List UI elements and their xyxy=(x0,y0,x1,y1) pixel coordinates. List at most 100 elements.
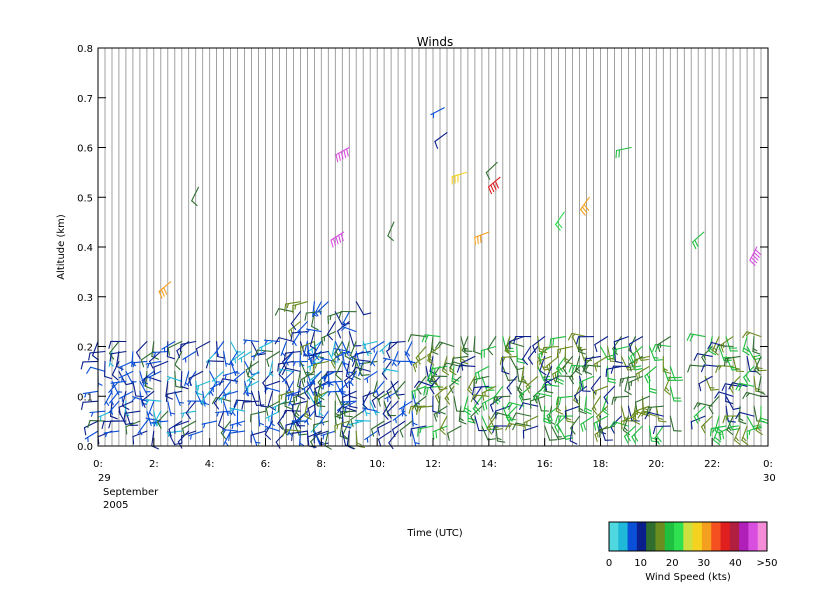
barb-feather xyxy=(760,420,769,424)
barb-feather xyxy=(135,395,144,398)
barb-feather xyxy=(634,368,643,371)
wind-barb xyxy=(635,365,650,382)
y-tick-label: 0.5 xyxy=(77,193,93,204)
wind-barb xyxy=(460,355,476,371)
wind-barb xyxy=(619,375,636,387)
wind-barb xyxy=(188,370,204,386)
barb-feather xyxy=(284,405,293,410)
barb-feather xyxy=(552,337,555,347)
wind-barb xyxy=(280,340,287,357)
barb-feather xyxy=(419,427,422,434)
barb-feather xyxy=(556,367,562,375)
barb-feather xyxy=(492,182,497,191)
barb-staff xyxy=(387,400,399,413)
wind-barb xyxy=(555,395,564,415)
barb-staff xyxy=(399,420,413,431)
wind-barb xyxy=(292,301,308,314)
barb-feather xyxy=(101,420,105,430)
wind-barb xyxy=(377,390,392,407)
wind-barb xyxy=(174,350,183,371)
barb-feather xyxy=(738,417,744,422)
wind-barb xyxy=(291,331,301,347)
barb-feather xyxy=(556,423,562,432)
barb-feather xyxy=(554,375,559,384)
wind-barb xyxy=(612,345,629,358)
barb-feather xyxy=(507,414,513,422)
barb-feather xyxy=(293,341,297,347)
barb-feather xyxy=(507,402,513,410)
barb-staff xyxy=(381,360,392,375)
barb-feather xyxy=(288,431,293,437)
barb-feather xyxy=(358,362,364,365)
wind-barb xyxy=(364,430,378,443)
isolated-wind-barb xyxy=(580,196,590,216)
barb-staff xyxy=(124,410,141,414)
wind-barb xyxy=(499,355,518,366)
barb-feather xyxy=(108,420,112,429)
barb-staff xyxy=(305,311,322,314)
wind-barb xyxy=(628,375,643,391)
barb-feather xyxy=(438,342,444,347)
barb-feather xyxy=(329,314,332,321)
barb-feather xyxy=(350,419,354,428)
wind-barb xyxy=(613,336,629,350)
wind-barb xyxy=(110,380,127,388)
barb-feather xyxy=(118,406,121,416)
wind-barb xyxy=(349,340,357,361)
start-month-label: September xyxy=(103,487,159,498)
wind-barb xyxy=(370,420,385,437)
barb-feather xyxy=(188,377,192,386)
barb-feather xyxy=(217,355,226,359)
wind-barb xyxy=(458,405,467,425)
wind-barb xyxy=(700,415,713,434)
barb-staff xyxy=(502,365,509,381)
barb-feather xyxy=(366,352,373,354)
barb-feather xyxy=(440,426,445,431)
wind-barb xyxy=(195,340,211,357)
barb-feather xyxy=(755,366,760,372)
colorbar-swatch xyxy=(609,522,619,551)
barb-feather xyxy=(546,365,551,374)
barb-feather xyxy=(135,351,141,360)
barb-feather xyxy=(362,408,366,413)
barb-feather xyxy=(318,412,324,417)
wind-barb xyxy=(211,396,232,405)
wind-barb xyxy=(556,345,574,358)
barb-feather xyxy=(437,393,440,399)
barb-feather xyxy=(214,378,217,385)
barb-feather xyxy=(527,357,534,365)
barb-feather xyxy=(354,353,356,362)
colorbar-tick-label: 0 xyxy=(606,558,612,569)
barb-staff xyxy=(377,420,392,429)
end-day-label: 30 xyxy=(763,473,776,484)
barb-feather xyxy=(381,349,384,355)
barb-feather xyxy=(424,334,429,343)
wind-barb xyxy=(472,395,483,415)
wind-barb xyxy=(719,425,734,441)
wind-barb xyxy=(230,360,240,377)
barb-staff xyxy=(627,405,633,422)
colorbar-swatch xyxy=(757,522,768,551)
barb-staff xyxy=(277,410,287,425)
barb-feather xyxy=(584,407,593,412)
barb-feather xyxy=(539,370,547,376)
wind-barb xyxy=(373,380,385,396)
barb-feather xyxy=(351,366,357,375)
barb-staff xyxy=(370,420,385,430)
barb-feather xyxy=(757,390,766,395)
barb-feather xyxy=(338,152,341,161)
barb-feather xyxy=(88,352,91,361)
wind-barb xyxy=(434,385,448,404)
wind-barb xyxy=(592,385,609,400)
barb-feather xyxy=(231,423,234,430)
barb-feather xyxy=(451,380,460,385)
wind-barb xyxy=(145,399,162,405)
barb-feather xyxy=(712,427,715,433)
wind-barb xyxy=(281,367,301,376)
barb-feather xyxy=(147,363,150,369)
wind-barb xyxy=(284,301,301,312)
barb-feather xyxy=(153,351,157,357)
barb-feather xyxy=(741,439,749,446)
wind-barb xyxy=(297,380,306,400)
